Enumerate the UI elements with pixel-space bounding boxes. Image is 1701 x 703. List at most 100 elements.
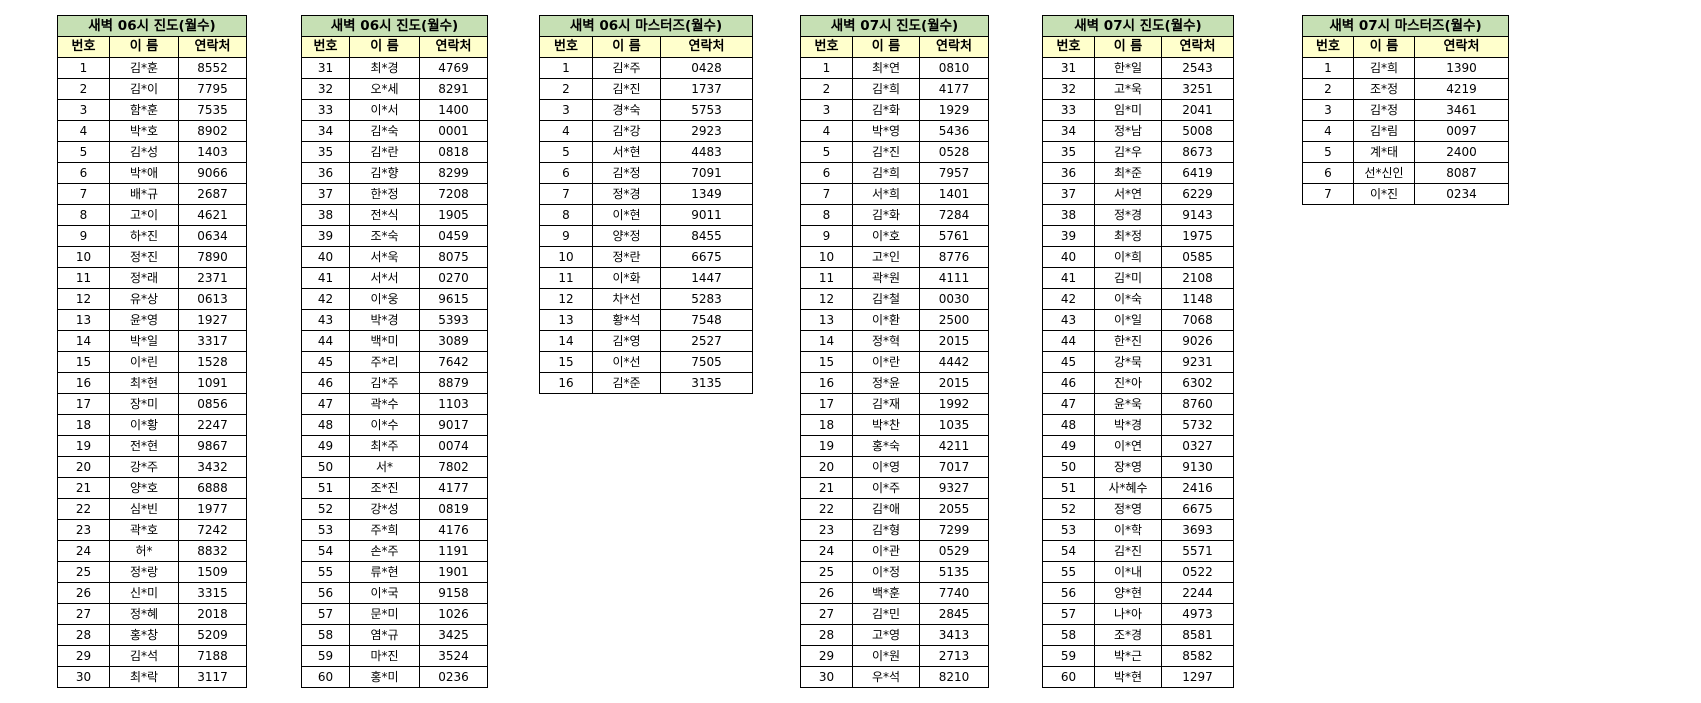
name-cell[interactable]: 정*혁 <box>852 330 920 352</box>
name-cell[interactable]: 전*식 <box>349 204 420 226</box>
name-cell[interactable]: 고*영 <box>852 624 920 646</box>
name-cell[interactable]: 이*선 <box>592 351 661 373</box>
number-cell[interactable]: 2 <box>800 78 853 100</box>
name-cell[interactable]: 정*혜 <box>109 603 179 625</box>
number-cell[interactable]: 17 <box>800 393 853 415</box>
contact-cell[interactable]: 1509 <box>178 561 247 583</box>
name-cell[interactable]: 최*주 <box>349 435 420 457</box>
contact-cell[interactable]: 0819 <box>419 498 488 520</box>
name-cell[interactable]: 전*현 <box>109 435 179 457</box>
name-cell[interactable]: 정*남 <box>1094 120 1162 142</box>
number-cell[interactable]: 29 <box>800 645 853 667</box>
number-cell[interactable]: 1 <box>1302 57 1354 79</box>
name-cell[interactable]: 김*란 <box>349 141 420 163</box>
contact-cell[interactable]: 0818 <box>419 141 488 163</box>
contact-cell[interactable]: 6888 <box>178 477 247 499</box>
contact-cell[interactable]: 5761 <box>919 225 989 247</box>
contact-cell[interactable]: 7548 <box>660 309 753 331</box>
number-cell[interactable]: 32 <box>301 78 350 100</box>
name-cell[interactable]: 심*빈 <box>109 498 179 520</box>
name-cell[interactable]: 허* <box>109 540 179 562</box>
contact-cell[interactable]: 1103 <box>419 393 488 415</box>
number-cell[interactable]: 26 <box>800 582 853 604</box>
contact-cell[interactable]: 3524 <box>419 645 488 667</box>
number-cell[interactable]: 20 <box>800 456 853 478</box>
contact-cell[interactable]: 2371 <box>178 267 247 289</box>
number-cell[interactable]: 56 <box>301 582 350 604</box>
number-cell[interactable]: 21 <box>800 477 853 499</box>
contact-cell[interactable]: 2543 <box>1161 57 1234 79</box>
contact-cell[interactable]: 0234 <box>1414 183 1509 205</box>
contact-cell[interactable]: 9327 <box>919 477 989 499</box>
name-cell[interactable]: 염*규 <box>349 624 420 646</box>
name-cell[interactable]: 조*진 <box>349 477 420 499</box>
contact-cell[interactable]: 0236 <box>419 666 488 688</box>
name-cell[interactable]: 마*진 <box>349 645 420 667</box>
contact-cell[interactable]: 3461 <box>1414 99 1509 121</box>
contact-cell[interactable]: 0856 <box>178 393 247 415</box>
contact-cell[interactable]: 7535 <box>178 99 247 121</box>
number-cell[interactable]: 38 <box>1042 204 1095 226</box>
number-cell[interactable]: 14 <box>539 330 593 352</box>
number-cell[interactable]: 12 <box>57 288 110 310</box>
name-cell[interactable]: 박*경 <box>349 309 420 331</box>
name-cell[interactable]: 김*철 <box>852 288 920 310</box>
contact-cell[interactable]: 8582 <box>1161 645 1234 667</box>
name-cell[interactable]: 김*화 <box>852 204 920 226</box>
contact-cell[interactable]: 1148 <box>1161 288 1234 310</box>
contact-cell[interactable]: 1927 <box>178 309 247 331</box>
contact-cell[interactable]: 3413 <box>919 624 989 646</box>
number-cell[interactable]: 50 <box>301 456 350 478</box>
name-cell[interactable]: 문*미 <box>349 603 420 625</box>
number-cell[interactable]: 24 <box>800 540 853 562</box>
number-cell[interactable]: 25 <box>57 561 110 583</box>
number-cell[interactable]: 35 <box>301 141 350 163</box>
name-cell[interactable]: 김*진 <box>592 78 661 100</box>
number-cell[interactable]: 15 <box>539 351 593 373</box>
number-cell[interactable]: 3 <box>539 99 593 121</box>
contact-cell[interactable]: 8075 <box>419 246 488 268</box>
number-cell[interactable]: 7 <box>1302 183 1354 205</box>
number-cell[interactable]: 42 <box>1042 288 1095 310</box>
name-cell[interactable]: 사*혜수 <box>1094 477 1162 499</box>
number-cell[interactable]: 28 <box>57 624 110 646</box>
number-cell[interactable]: 49 <box>1042 435 1095 457</box>
number-cell[interactable]: 30 <box>57 666 110 688</box>
contact-cell[interactable]: 3425 <box>419 624 488 646</box>
contact-cell[interactable]: 0810 <box>919 57 989 79</box>
name-cell[interactable]: 서* <box>349 456 420 478</box>
name-cell[interactable]: 홍*미 <box>349 666 420 688</box>
name-cell[interactable]: 김*림 <box>1353 120 1415 142</box>
number-cell[interactable]: 2 <box>1302 78 1354 100</box>
name-cell[interactable]: 선*신인 <box>1353 162 1415 184</box>
contact-cell[interactable]: 9011 <box>660 204 753 226</box>
number-cell[interactable]: 49 <box>301 435 350 457</box>
contact-cell[interactable]: 7017 <box>919 456 989 478</box>
contact-cell[interactable]: 4442 <box>919 351 989 373</box>
number-cell[interactable]: 54 <box>1042 540 1095 562</box>
name-cell[interactable]: 곽*수 <box>349 393 420 415</box>
number-cell[interactable]: 27 <box>800 603 853 625</box>
contact-cell[interactable]: 2845 <box>919 603 989 625</box>
number-cell[interactable]: 8 <box>57 204 110 226</box>
name-cell[interactable]: 박*애 <box>109 162 179 184</box>
name-cell[interactable]: 차*선 <box>592 288 661 310</box>
name-cell[interactable]: 정*란 <box>592 246 661 268</box>
name-cell[interactable]: 김*성 <box>109 141 179 163</box>
number-cell[interactable]: 58 <box>301 624 350 646</box>
name-cell[interactable]: 정*윤 <box>852 372 920 394</box>
contact-cell[interactable]: 6675 <box>660 246 753 268</box>
number-cell[interactable]: 3 <box>57 99 110 121</box>
number-cell[interactable]: 37 <box>1042 183 1095 205</box>
contact-cell[interactable]: 2055 <box>919 498 989 520</box>
name-cell[interactable]: 김*준 <box>592 372 661 394</box>
contact-cell[interactable]: 0585 <box>1161 246 1234 268</box>
contact-cell[interactable]: 4111 <box>919 267 989 289</box>
number-cell[interactable]: 29 <box>57 645 110 667</box>
name-cell[interactable]: 정*랑 <box>109 561 179 583</box>
number-cell[interactable]: 35 <box>1042 141 1095 163</box>
number-cell[interactable]: 9 <box>539 225 593 247</box>
number-cell[interactable]: 48 <box>301 414 350 436</box>
number-cell[interactable]: 42 <box>301 288 350 310</box>
name-cell[interactable]: 양*현 <box>1094 582 1162 604</box>
